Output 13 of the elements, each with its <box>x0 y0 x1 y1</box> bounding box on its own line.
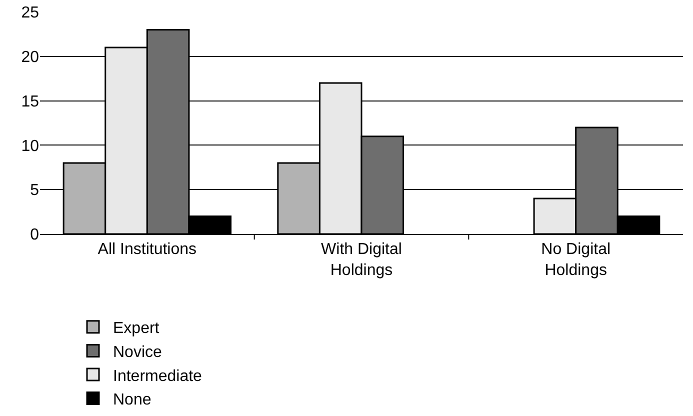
y-tick-label: 0 <box>30 226 40 244</box>
x-tick-label: All Institutions <box>98 241 197 258</box>
legend-label: Intermediate <box>113 368 202 385</box>
y-tick-label: 15 <box>21 93 40 110</box>
legend-label: Expert <box>113 320 160 338</box>
y-tick-label: 25 <box>21 4 40 22</box>
x-tick-label: No Digital Holdings <box>541 241 611 279</box>
y-tick-label: 5 <box>30 182 40 200</box>
legend-label: Novice <box>113 344 162 361</box>
y-tick-label: 20 <box>21 49 40 66</box>
y-tick-label: 10 <box>21 138 40 155</box>
x-tick-label: With Digital Holdings <box>321 241 402 279</box>
legend-label: None <box>113 392 152 409</box>
